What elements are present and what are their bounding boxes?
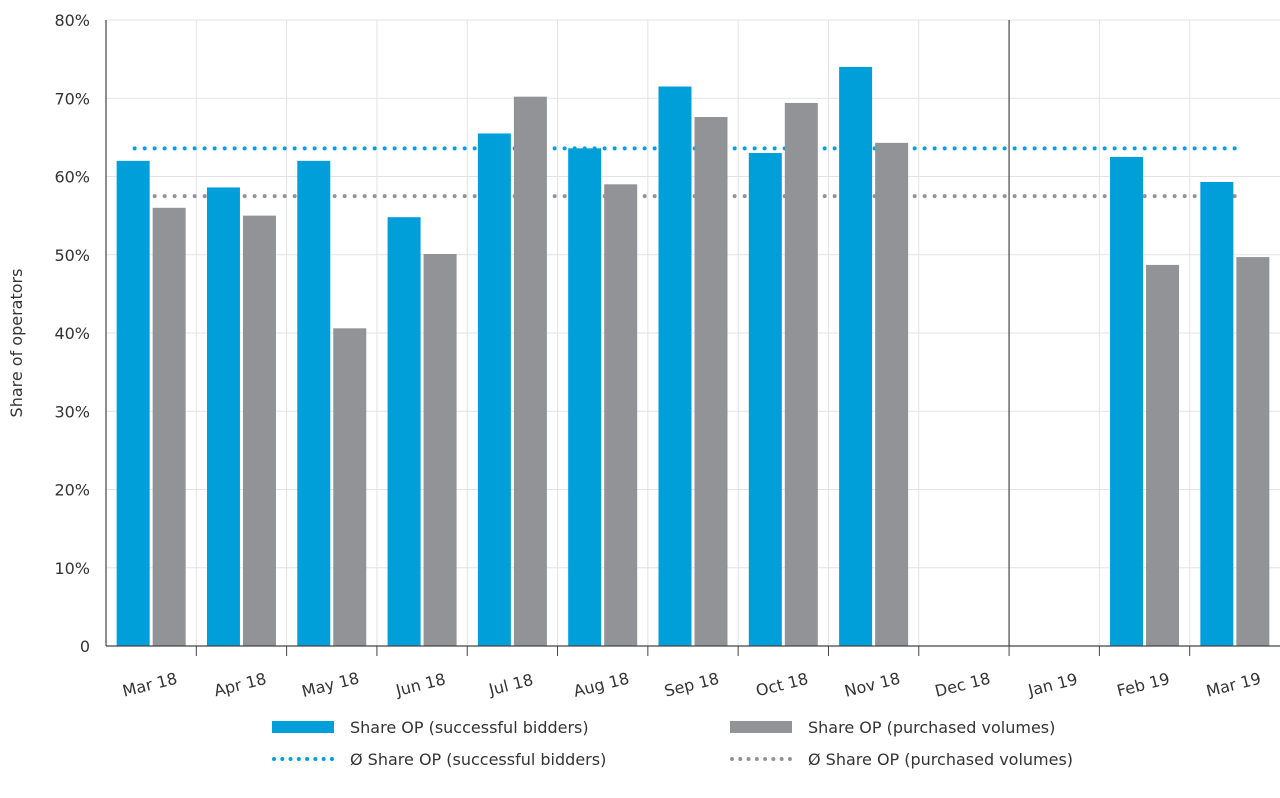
legend-label: Share OP (purchased volumes) bbox=[808, 717, 1056, 737]
bar-successful-bidders bbox=[658, 86, 692, 646]
bar-successful-bidders bbox=[477, 133, 511, 646]
bar-purchased-volumes bbox=[242, 215, 276, 646]
y-axis-label: Share of operators bbox=[7, 269, 26, 418]
bar-chart: 010%20%30%40%50%60%70%80% Mar 18 Apr 18 Ma… bbox=[7, 11, 1280, 700]
legend-swatch-bar-blue bbox=[272, 721, 334, 733]
y-tick-label: 10% bbox=[54, 559, 90, 578]
legend-swatch-dotted-grey bbox=[730, 757, 792, 761]
legend-item-purchased-volumes: Share OP (purchased volumes) bbox=[730, 712, 1055, 742]
grid-lines bbox=[106, 19, 1280, 646]
bar-purchased-volumes bbox=[333, 328, 367, 646]
legend-swatch-dotted-blue bbox=[272, 757, 334, 761]
legend-swatch-bar-grey bbox=[730, 721, 792, 733]
x-tick-label: Jun 18 bbox=[393, 669, 448, 700]
x-tick-label: May 18 bbox=[300, 668, 361, 700]
y-tick-label: 60% bbox=[54, 168, 90, 187]
y-tick-label: 70% bbox=[54, 89, 90, 108]
bar-successful-bidders bbox=[568, 148, 602, 646]
x-tick-label: Jul 18 bbox=[486, 670, 535, 700]
x-tick-label: Dec 18 bbox=[933, 669, 992, 700]
bar-successful-bidders bbox=[748, 153, 782, 646]
legend-label: Share OP (successful bidders) bbox=[350, 717, 589, 737]
x-axis bbox=[105, 20, 1280, 656]
legend-item-avg-purchased-volumes: Ø Share OP (purchased volumes) bbox=[730, 744, 1073, 774]
bar-purchased-volumes bbox=[1146, 264, 1180, 646]
y-tick-label: 0 bbox=[80, 637, 90, 656]
legend-label: Ø Share OP (purchased volumes) bbox=[808, 749, 1074, 769]
bars bbox=[116, 66, 1270, 647]
bar-purchased-volumes bbox=[1236, 257, 1270, 646]
x-tick-label: Nov 18 bbox=[842, 669, 902, 700]
x-tick-label: Aug 18 bbox=[572, 669, 632, 700]
x-tick-label: Jan 19 bbox=[1025, 669, 1079, 700]
y-axis-ticks: 0 10% 20% 30% 40% 50% 60% 70% 80% bbox=[54, 11, 90, 656]
bar-successful-bidders bbox=[116, 160, 150, 646]
y-tick-label: 50% bbox=[54, 246, 90, 265]
bar-successful-bidders bbox=[839, 66, 873, 646]
legend-item-avg-successful-bidders: Ø Share OP (successful bidders) bbox=[272, 744, 606, 774]
x-tick-label: Apr 18 bbox=[212, 669, 268, 700]
bar-purchased-volumes bbox=[152, 207, 186, 647]
bar-successful-bidders bbox=[297, 160, 331, 646]
bar-successful-bidders bbox=[206, 187, 240, 646]
bar-purchased-volumes bbox=[694, 117, 728, 646]
legend-label: Ø Share OP (successful bidders) bbox=[350, 749, 607, 769]
bar-successful-bidders bbox=[387, 217, 421, 646]
bar-purchased-volumes bbox=[423, 253, 457, 646]
bar-purchased-volumes bbox=[513, 96, 547, 646]
y-tick-label: 40% bbox=[54, 324, 90, 343]
x-tick-label: Mar 19 bbox=[1204, 669, 1263, 700]
bar-successful-bidders bbox=[1200, 181, 1234, 647]
x-axis-ticks: Mar 18 Apr 18 May 18 Jun 18 Jul 18 Aug 18 Sep … bbox=[121, 668, 1263, 700]
x-tick-label: Oct 18 bbox=[754, 669, 810, 700]
x-tick-label: Sep 18 bbox=[662, 669, 721, 700]
bar-successful-bidders bbox=[1110, 156, 1144, 646]
legend-item-successful-bidders: Share OP (successful bidders) bbox=[272, 712, 589, 742]
y-tick-label: 30% bbox=[54, 402, 90, 421]
y-tick-label: 20% bbox=[54, 481, 90, 500]
bar-purchased-volumes bbox=[784, 102, 818, 646]
y-tick-label: 80% bbox=[54, 11, 90, 30]
bar-purchased-volumes bbox=[875, 142, 909, 647]
bar-purchased-volumes bbox=[604, 184, 638, 646]
x-tick-label: Feb 19 bbox=[1115, 669, 1172, 700]
x-tick-label: Mar 18 bbox=[121, 669, 180, 700]
average-lines bbox=[132, 146, 1243, 199]
